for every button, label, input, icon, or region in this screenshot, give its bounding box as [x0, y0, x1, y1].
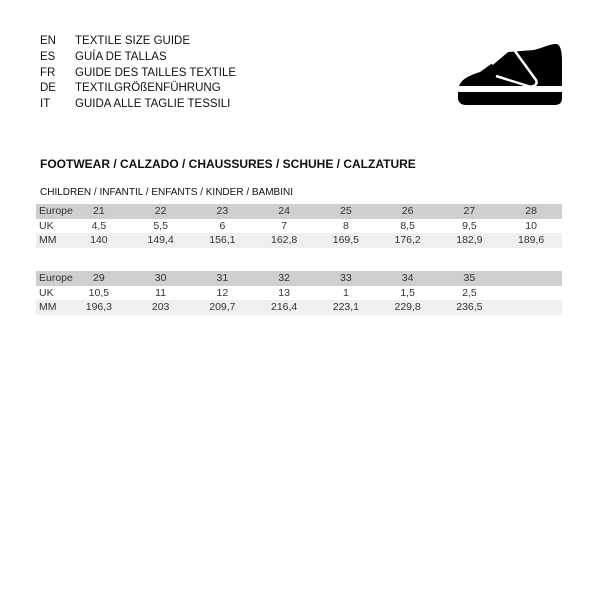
- table-cell: 189,6: [517, 234, 545, 246]
- table-cell: 31: [216, 272, 229, 284]
- table-cell: 176,2: [394, 234, 421, 246]
- row-label: UK: [39, 286, 54, 299]
- language-code: EN: [40, 35, 56, 47]
- table-cell: 26: [401, 205, 414, 217]
- size-table-2: Europe 29 30 31 32 33 34 35 UK 10,5 11 12 13 1 1,5 2,5 M…: [36, 271, 562, 315]
- table-cell: 209,7: [209, 301, 236, 313]
- table-row: UK 10,5 11 12 13 1 1,5 2,5: [36, 286, 562, 301]
- language-row: FR GUIDE DES TAILLES TEXTILE: [40, 66, 236, 82]
- table-cell: 8,5: [400, 219, 415, 232]
- table-cell: 9,5: [462, 219, 477, 232]
- language-row: IT GUIDA ALLE TAGLIE TESSILI: [40, 97, 236, 113]
- table-cell: 11: [155, 286, 167, 299]
- table-cell: 7: [281, 219, 288, 232]
- table-cell: 32: [278, 272, 290, 284]
- table-cell: [500, 300, 562, 315]
- table-cell: 25: [340, 205, 352, 217]
- table-cell: 236,5: [456, 301, 483, 313]
- table-cell: 10,5: [88, 286, 110, 299]
- row-label: MM: [39, 301, 57, 313]
- table-cell: 12: [216, 286, 229, 299]
- language-row: ES GUÍA DE TALLAS: [40, 50, 236, 66]
- table-cell: 30: [154, 272, 167, 284]
- table-row: UK 4,5 5,5 6 7 8 8,5 9,5 10: [36, 219, 562, 234]
- table-cell: 33: [340, 272, 352, 284]
- table-cell: 29: [93, 272, 105, 284]
- row-label: MM: [39, 234, 57, 246]
- table-cell: 182,9: [456, 234, 483, 246]
- table-cell: 223,1: [332, 301, 360, 313]
- table-cell: 8: [342, 219, 349, 232]
- table-cell: 27: [463, 205, 476, 217]
- table-cell: [500, 271, 562, 286]
- language-code: DE: [40, 82, 56, 95]
- table-cell: 196,3: [85, 301, 113, 313]
- table-cell: 162,8: [270, 234, 298, 246]
- table-cell: 229,8: [394, 301, 421, 313]
- table-cell: 156,1: [209, 234, 236, 246]
- section-title: FOOTWEAR / CALZADO / CHAUSSURES / SCHUHE…: [40, 157, 416, 171]
- table-row: Europe 29 30 31 32 33 34 35: [36, 271, 562, 286]
- language-title: GUIDA ALLE TAGLIE TESSILI: [75, 98, 231, 111]
- table-cell: 140: [90, 234, 108, 246]
- size-table-1: Europe 21 22 23 24 25 26 27 28 UK 4,5 5,5 6 7 8 8,5 9,5 1…: [36, 204, 562, 248]
- language-code: FR: [40, 66, 56, 79]
- table-cell: 10: [525, 219, 537, 232]
- table-cell: 34: [401, 272, 414, 284]
- table-cell: 1,5: [400, 286, 415, 299]
- language-list: EN TEXTILE SIZE GUIDE ES GUÍA DE TALLAS FR GU…: [40, 34, 236, 113]
- table-row: Europe 21 22 23 24 25 26 27 28: [36, 204, 562, 219]
- table-cell: 203: [151, 301, 170, 313]
- shoe-icon: [458, 44, 562, 105]
- row-label: Europe: [39, 272, 73, 284]
- language-title: GUIDE DES TAILLES TEXTILE: [75, 66, 237, 79]
- table-cell: 216,4: [270, 301, 298, 313]
- table-cell: 21: [93, 205, 105, 217]
- table-cell: 4,5: [91, 219, 107, 232]
- row-label: Europe: [39, 205, 73, 217]
- table-cell: 13: [278, 286, 290, 299]
- subsection-title: CHILDREN / INFANTIL / ENFANTS / KINDER /…: [40, 187, 294, 198]
- table-cell: 149,4: [147, 234, 174, 246]
- language-title: TEXTILE SIZE GUIDE: [75, 35, 191, 47]
- table-cell: 6: [219, 219, 226, 232]
- table-cell: 22: [154, 205, 167, 217]
- table-cell: 169,5: [332, 234, 360, 246]
- language-code: ES: [40, 50, 56, 63]
- row-label: UK: [39, 219, 54, 232]
- table-cell: 23: [216, 205, 229, 217]
- table-cell: [500, 286, 562, 301]
- table-cell: 5,5: [153, 219, 168, 232]
- language-row: EN TEXTILE SIZE GUIDE: [40, 34, 236, 50]
- language-title: GUÍA DE TALLAS: [75, 50, 167, 63]
- language-row: DE TEXTILGRÖßENFÜHRUNG: [40, 81, 236, 97]
- table-cell: 35: [463, 272, 476, 284]
- table-row: MM 140 149,4 156,1 162,8 169,5 176,2 182,9 189,6: [36, 233, 562, 248]
- table-cell: 1: [342, 286, 349, 299]
- table-cell: 2,5: [462, 286, 477, 299]
- language-code: IT: [40, 98, 51, 111]
- table-cell: 28: [525, 205, 537, 217]
- language-title: TEXTILGRÖßENFÜHRUNG: [75, 82, 221, 95]
- table-row: MM 196,3 203 209,7 216,4 223,1 229,8 236,5: [36, 300, 562, 315]
- table-cell: 24: [278, 205, 290, 217]
